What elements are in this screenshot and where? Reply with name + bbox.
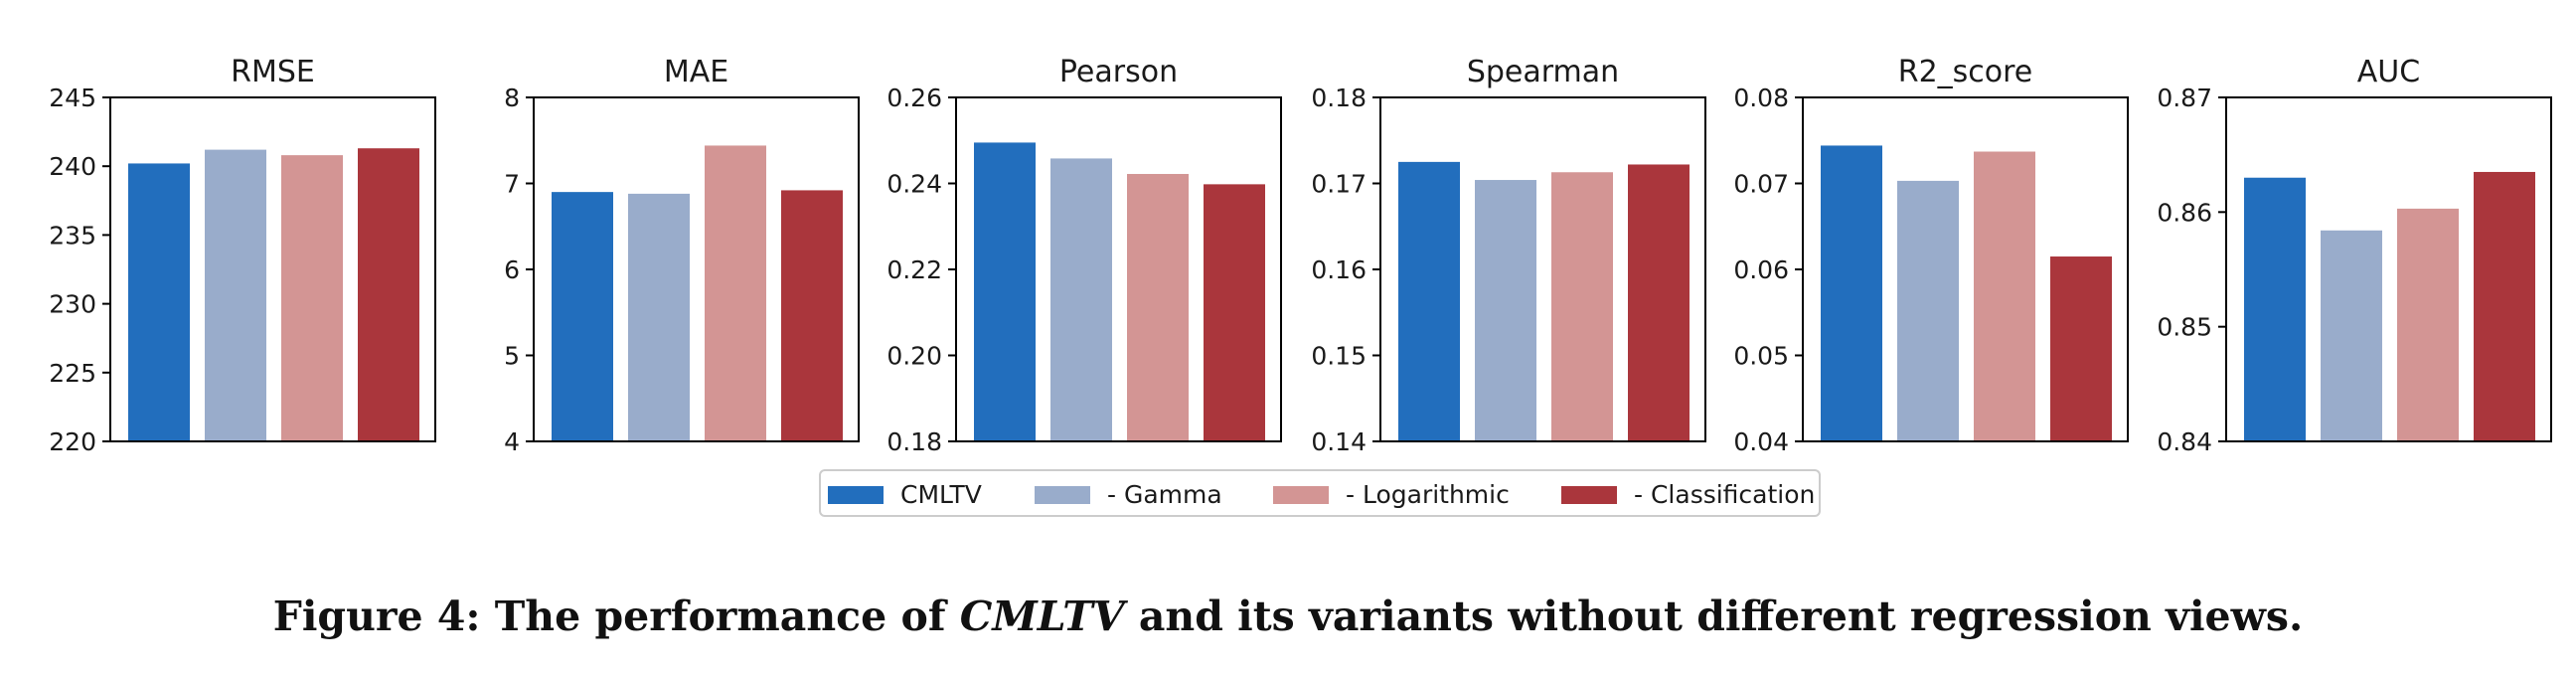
y-tick-label-auc: 0.86 bbox=[2157, 198, 2212, 227]
y-tick-label-spearman: 0.16 bbox=[1311, 255, 1367, 284]
y-tick-label-r2-score: 0.05 bbox=[1733, 342, 1789, 371]
bar-mae-4 bbox=[781, 190, 843, 441]
bar-pearson-2 bbox=[1050, 158, 1112, 442]
y-tick-label-auc: 0.87 bbox=[2157, 84, 2212, 112]
y-tick-label-spearman: 0.18 bbox=[1311, 84, 1367, 112]
y-tick-label-rmse: 245 bbox=[49, 84, 96, 112]
caption-suffix: and its variants without different regre… bbox=[1124, 592, 2304, 640]
y-tick-label-r2-score: 0.06 bbox=[1733, 255, 1789, 284]
legend-label-3: - Logarithmic bbox=[1346, 480, 1510, 509]
bar-spearman-3 bbox=[1551, 172, 1613, 441]
y-tick-label-r2-score: 0.08 bbox=[1733, 84, 1789, 112]
figure-caption: Figure 4: The performance of CMLTV and i… bbox=[0, 592, 2576, 640]
legend-label-4: - Classification bbox=[1634, 480, 1815, 509]
bar-pearson-3 bbox=[1127, 173, 1189, 442]
bar-spearman-1 bbox=[1398, 161, 1460, 441]
caption-prefix: Figure 4: The performance of bbox=[272, 592, 960, 640]
subplot-title-rmse: RMSE bbox=[231, 55, 315, 89]
bar-r2-score-2 bbox=[1897, 180, 1959, 441]
legend-swatch-4 bbox=[1561, 486, 1617, 504]
y-tick-label-rmse: 225 bbox=[49, 359, 96, 388]
legend-swatch-2 bbox=[1035, 486, 1090, 504]
y-tick-label-mae: 4 bbox=[504, 427, 520, 456]
bar-r2-score-3 bbox=[1974, 151, 2035, 441]
y-tick-label-rmse: 235 bbox=[49, 221, 96, 250]
bar-auc-4 bbox=[2474, 171, 2535, 441]
y-tick-label-pearson: 0.26 bbox=[886, 84, 942, 112]
y-tick-label-spearman: 0.15 bbox=[1311, 342, 1367, 371]
caption-emphasis: CMLTV bbox=[959, 592, 1125, 640]
y-tick-label-rmse: 220 bbox=[49, 427, 96, 456]
axes-frame-rmse bbox=[109, 96, 436, 442]
legend-label-1: CMLTV bbox=[900, 480, 982, 509]
bar-rmse-4 bbox=[358, 148, 419, 441]
y-tick-label-spearman: 0.14 bbox=[1311, 427, 1367, 456]
bar-rmse-3 bbox=[281, 155, 343, 442]
subplot-title-r2-score: R2_score bbox=[1898, 55, 2033, 89]
bar-spearman-4 bbox=[1628, 164, 1690, 441]
bar-mae-1 bbox=[552, 192, 613, 441]
y-tick-label-r2-score: 0.04 bbox=[1733, 427, 1789, 456]
y-tick-label-mae: 6 bbox=[504, 255, 520, 284]
y-tick-label-pearson: 0.24 bbox=[886, 170, 942, 199]
y-tick-label-mae: 7 bbox=[504, 170, 520, 199]
bar-auc-2 bbox=[2321, 230, 2382, 441]
subplot-title-mae: MAE bbox=[664, 55, 728, 89]
legend-label-2: - Gamma bbox=[1107, 480, 1222, 509]
bar-r2-score-4 bbox=[2050, 256, 2112, 441]
subplot-title-spearman: Spearman bbox=[1467, 55, 1619, 89]
bar-auc-3 bbox=[2397, 208, 2459, 441]
y-tick-label-mae: 8 bbox=[504, 84, 520, 112]
bar-mae-2 bbox=[628, 193, 690, 441]
legend-swatch-3 bbox=[1273, 486, 1329, 504]
chart-figure: 220 225 230 235 240 245 RMSE 4 5 6 7 8 MAE 0.18 0.20 0.… bbox=[49, 55, 2552, 517]
y-tick-label-pearson: 0.22 bbox=[886, 255, 942, 284]
y-tick-label-rmse: 230 bbox=[49, 290, 96, 319]
bar-rmse-1 bbox=[128, 163, 190, 441]
bar-rmse-2 bbox=[205, 149, 266, 442]
bar-mae-3 bbox=[705, 145, 766, 441]
y-tick-label-pearson: 0.18 bbox=[886, 427, 942, 456]
bar-r2-score-1 bbox=[1821, 145, 1882, 441]
subplot-title-pearson: Pearson bbox=[1059, 55, 1178, 89]
subplot-title-auc: AUC bbox=[2357, 55, 2420, 89]
axes-frame-auc bbox=[2225, 96, 2552, 442]
bar-auc-1 bbox=[2244, 177, 2306, 441]
y-tick-label-auc: 0.84 bbox=[2157, 427, 2212, 456]
y-tick-label-r2-score: 0.07 bbox=[1733, 170, 1789, 199]
bar-spearman-2 bbox=[1475, 180, 1536, 442]
bar-pearson-1 bbox=[974, 142, 1036, 441]
y-tick-label-spearman: 0.17 bbox=[1311, 170, 1367, 199]
y-tick-label-pearson: 0.20 bbox=[886, 342, 942, 371]
y-tick-label-mae: 5 bbox=[504, 342, 520, 371]
y-tick-label-rmse: 240 bbox=[49, 152, 96, 181]
legend-swatch-1 bbox=[828, 486, 884, 504]
bar-pearson-4 bbox=[1204, 184, 1265, 442]
y-tick-label-auc: 0.85 bbox=[2157, 313, 2212, 342]
